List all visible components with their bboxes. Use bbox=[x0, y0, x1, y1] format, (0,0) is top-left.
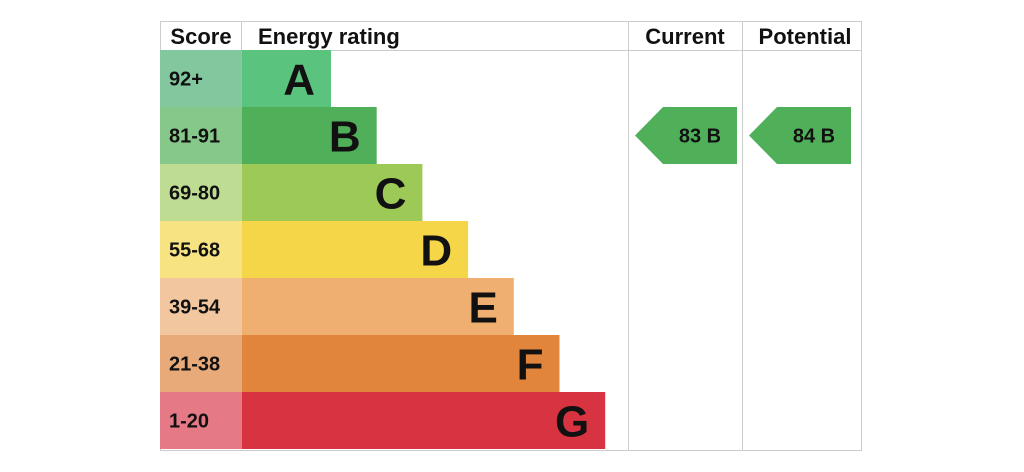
rating-letter-d: D bbox=[420, 227, 452, 276]
rating-bar-c bbox=[242, 164, 423, 221]
rating-letter-g: G bbox=[555, 398, 589, 447]
rating-bar-d bbox=[242, 221, 469, 278]
rating-bar-e bbox=[242, 278, 514, 335]
score-cell-d bbox=[160, 221, 242, 278]
score-range-e: 39-54 bbox=[169, 297, 221, 319]
score-cell-g bbox=[160, 392, 242, 449]
headers: Score Energy rating Current Potential bbox=[170, 24, 851, 49]
score-range-a: 92+ bbox=[169, 69, 203, 91]
rating-letter-e: E bbox=[468, 284, 497, 333]
score-range-d: 55-68 bbox=[169, 240, 220, 262]
rating-bar-a bbox=[242, 50, 331, 107]
rating-bar-g bbox=[242, 392, 606, 449]
score-range-c: 69-80 bbox=[169, 183, 220, 205]
rating-letter-b: B bbox=[329, 113, 361, 162]
score-cell-e bbox=[160, 278, 242, 335]
rating-letter-c: C bbox=[375, 170, 407, 219]
potential-rating-arrow bbox=[749, 107, 851, 164]
rating-bar-f bbox=[242, 335, 560, 392]
header-current: Current bbox=[645, 24, 725, 49]
current-rating-label: 83 B bbox=[679, 126, 721, 148]
header-score: Score bbox=[170, 24, 231, 49]
rating-bands: 92+ A 81-91 B 69-80 C 55-68 D 39-54 E 21-38 F 1-20 G bbox=[160, 50, 606, 449]
score-cell-f bbox=[160, 335, 242, 392]
rating-bar-b bbox=[242, 107, 377, 164]
score-cell-b bbox=[160, 107, 242, 164]
score-cell-a bbox=[160, 50, 242, 107]
score-range-g: 1-20 bbox=[169, 411, 209, 433]
header-potential: Potential bbox=[759, 24, 852, 49]
current-rating-arrow bbox=[635, 107, 737, 164]
rating-letter-f: F bbox=[517, 341, 544, 390]
score-cell-c bbox=[160, 164, 242, 221]
rating-indicators: 83 B 84 B bbox=[635, 107, 851, 164]
score-range-b: 81-91 bbox=[169, 126, 220, 148]
potential-rating-label: 84 B bbox=[793, 126, 835, 148]
header-energy-rating: Energy rating bbox=[258, 24, 400, 49]
score-range-f: 21-38 bbox=[169, 354, 220, 376]
rating-letter-a: A bbox=[283, 56, 315, 105]
